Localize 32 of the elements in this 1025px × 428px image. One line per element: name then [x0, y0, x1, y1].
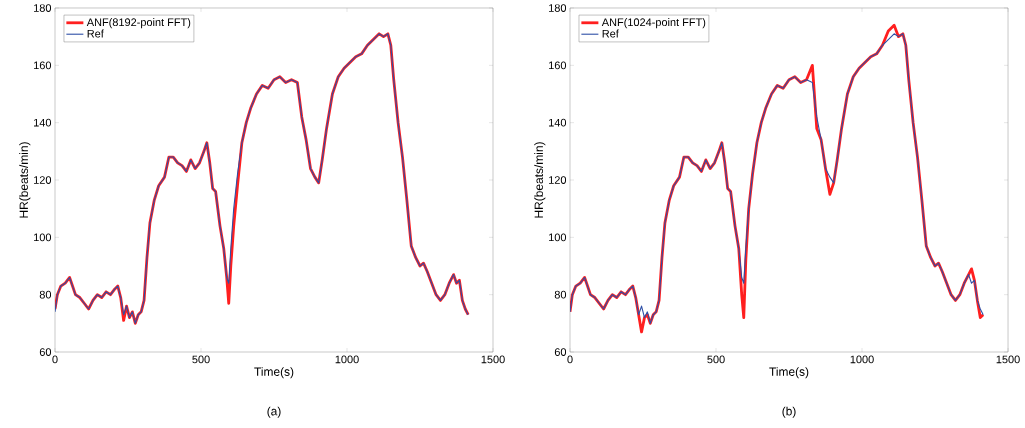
- y-tick-label: 160: [34, 61, 52, 70]
- y-tick-label: 140: [549, 118, 567, 127]
- text: (a): [267, 406, 281, 418]
- y-axis-title: HR(beats/min): [534, 142, 546, 218]
- y-tick-label: 80: [39, 290, 52, 299]
- x-tick-label: 1000: [850, 355, 874, 364]
- y-tick-label: 140: [34, 118, 52, 127]
- y-tick-label: 60: [554, 348, 567, 356]
- y-tick-label: 100: [34, 233, 52, 242]
- y-tick-label: 180: [34, 4, 52, 12]
- x-axis-title: Time(s): [769, 367, 809, 379]
- x-tick-label: 0: [567, 355, 573, 364]
- legend-label: Ref: [602, 29, 619, 38]
- text: (b): [782, 406, 796, 418]
- x-tick-label: 1500: [481, 355, 505, 364]
- x-tick-label: 0: [52, 355, 58, 364]
- y-tick-label: 60: [39, 348, 52, 356]
- y-tick-label: 100: [549, 233, 567, 242]
- y-tick-label: 120: [549, 176, 567, 184]
- x-tick-label: 1500: [996, 355, 1020, 364]
- x-tick-label: 500: [707, 355, 725, 364]
- y-tick-label: 180: [549, 4, 567, 12]
- x-axis-title: Time(s): [254, 367, 294, 379]
- x-tick-label: 500: [192, 355, 210, 364]
- y-tick-label: 160: [549, 61, 567, 70]
- y-tick-label: 80: [554, 290, 567, 299]
- x-tick-label: 1000: [335, 355, 359, 364]
- y-axis-title: HR(beats/min): [19, 142, 31, 218]
- legend-label: Ref: [87, 29, 104, 38]
- legend-label: ANF(1024-point FFT): [601, 18, 706, 29]
- y-tick-label: 120: [34, 176, 52, 184]
- legend-label: ANF(8192-point FFT): [86, 18, 191, 29]
